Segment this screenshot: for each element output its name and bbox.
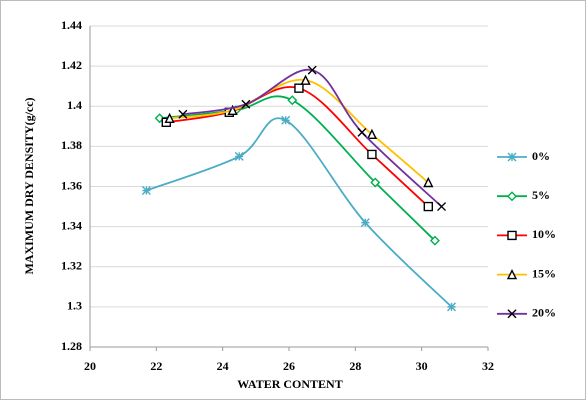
data-point xyxy=(164,112,175,123)
data-point xyxy=(294,83,304,93)
legend-marker xyxy=(507,152,517,162)
x-axis-title: WATER CONTENT xyxy=(237,377,342,391)
legend-marker xyxy=(507,230,517,241)
data-point xyxy=(307,65,317,75)
legend-marker xyxy=(506,269,518,280)
data-point xyxy=(300,74,311,85)
data-point xyxy=(141,186,151,196)
x-tick-label: 32 xyxy=(482,359,494,373)
legend-label: 5% xyxy=(532,188,550,202)
y-axis-title: MAXIMUM DRY DENSITY(g/cc) xyxy=(22,97,36,274)
x-tick-label: 30 xyxy=(416,359,428,373)
y-tick-label: 1.28 xyxy=(61,339,82,353)
data-point xyxy=(241,99,251,109)
x-tick-label: 28 xyxy=(349,359,361,373)
data-point xyxy=(287,95,298,106)
y-tick-label: 1.36 xyxy=(61,178,82,192)
data-point xyxy=(366,128,378,140)
series-line xyxy=(159,95,436,242)
x-tick-label: 22 xyxy=(150,359,162,373)
data-point xyxy=(437,202,447,212)
data-point xyxy=(367,149,377,160)
legend-label: 10% xyxy=(532,227,556,241)
legend-label: 15% xyxy=(532,266,556,280)
data-point xyxy=(178,109,188,119)
data-point xyxy=(360,218,370,228)
y-tick-label: 1.44 xyxy=(61,18,82,32)
data-point xyxy=(234,151,244,161)
y-tick-label: 1.34 xyxy=(61,218,82,232)
y-tick-label: 1.38 xyxy=(61,138,82,152)
legend-marker xyxy=(507,309,517,319)
legend-label: 20% xyxy=(532,306,556,320)
data-point xyxy=(429,235,440,246)
data-point xyxy=(423,201,433,212)
x-tick-label: 24 xyxy=(217,359,229,373)
data-point xyxy=(357,127,367,137)
data-point xyxy=(447,302,457,312)
y-tick-label: 1.4 xyxy=(67,98,82,112)
y-tick-label: 1.3 xyxy=(67,299,82,313)
y-tick-label: 1.42 xyxy=(61,58,82,72)
data-point xyxy=(281,115,291,125)
data-point xyxy=(423,176,434,188)
x-tick-label: 20 xyxy=(84,359,96,373)
data-point xyxy=(227,104,238,115)
x-tick-label: 26 xyxy=(283,359,295,373)
data-point xyxy=(370,177,381,188)
legend-marker xyxy=(507,191,517,202)
legend-label: 0% xyxy=(532,149,550,163)
y-tick-label: 1.32 xyxy=(61,259,82,273)
